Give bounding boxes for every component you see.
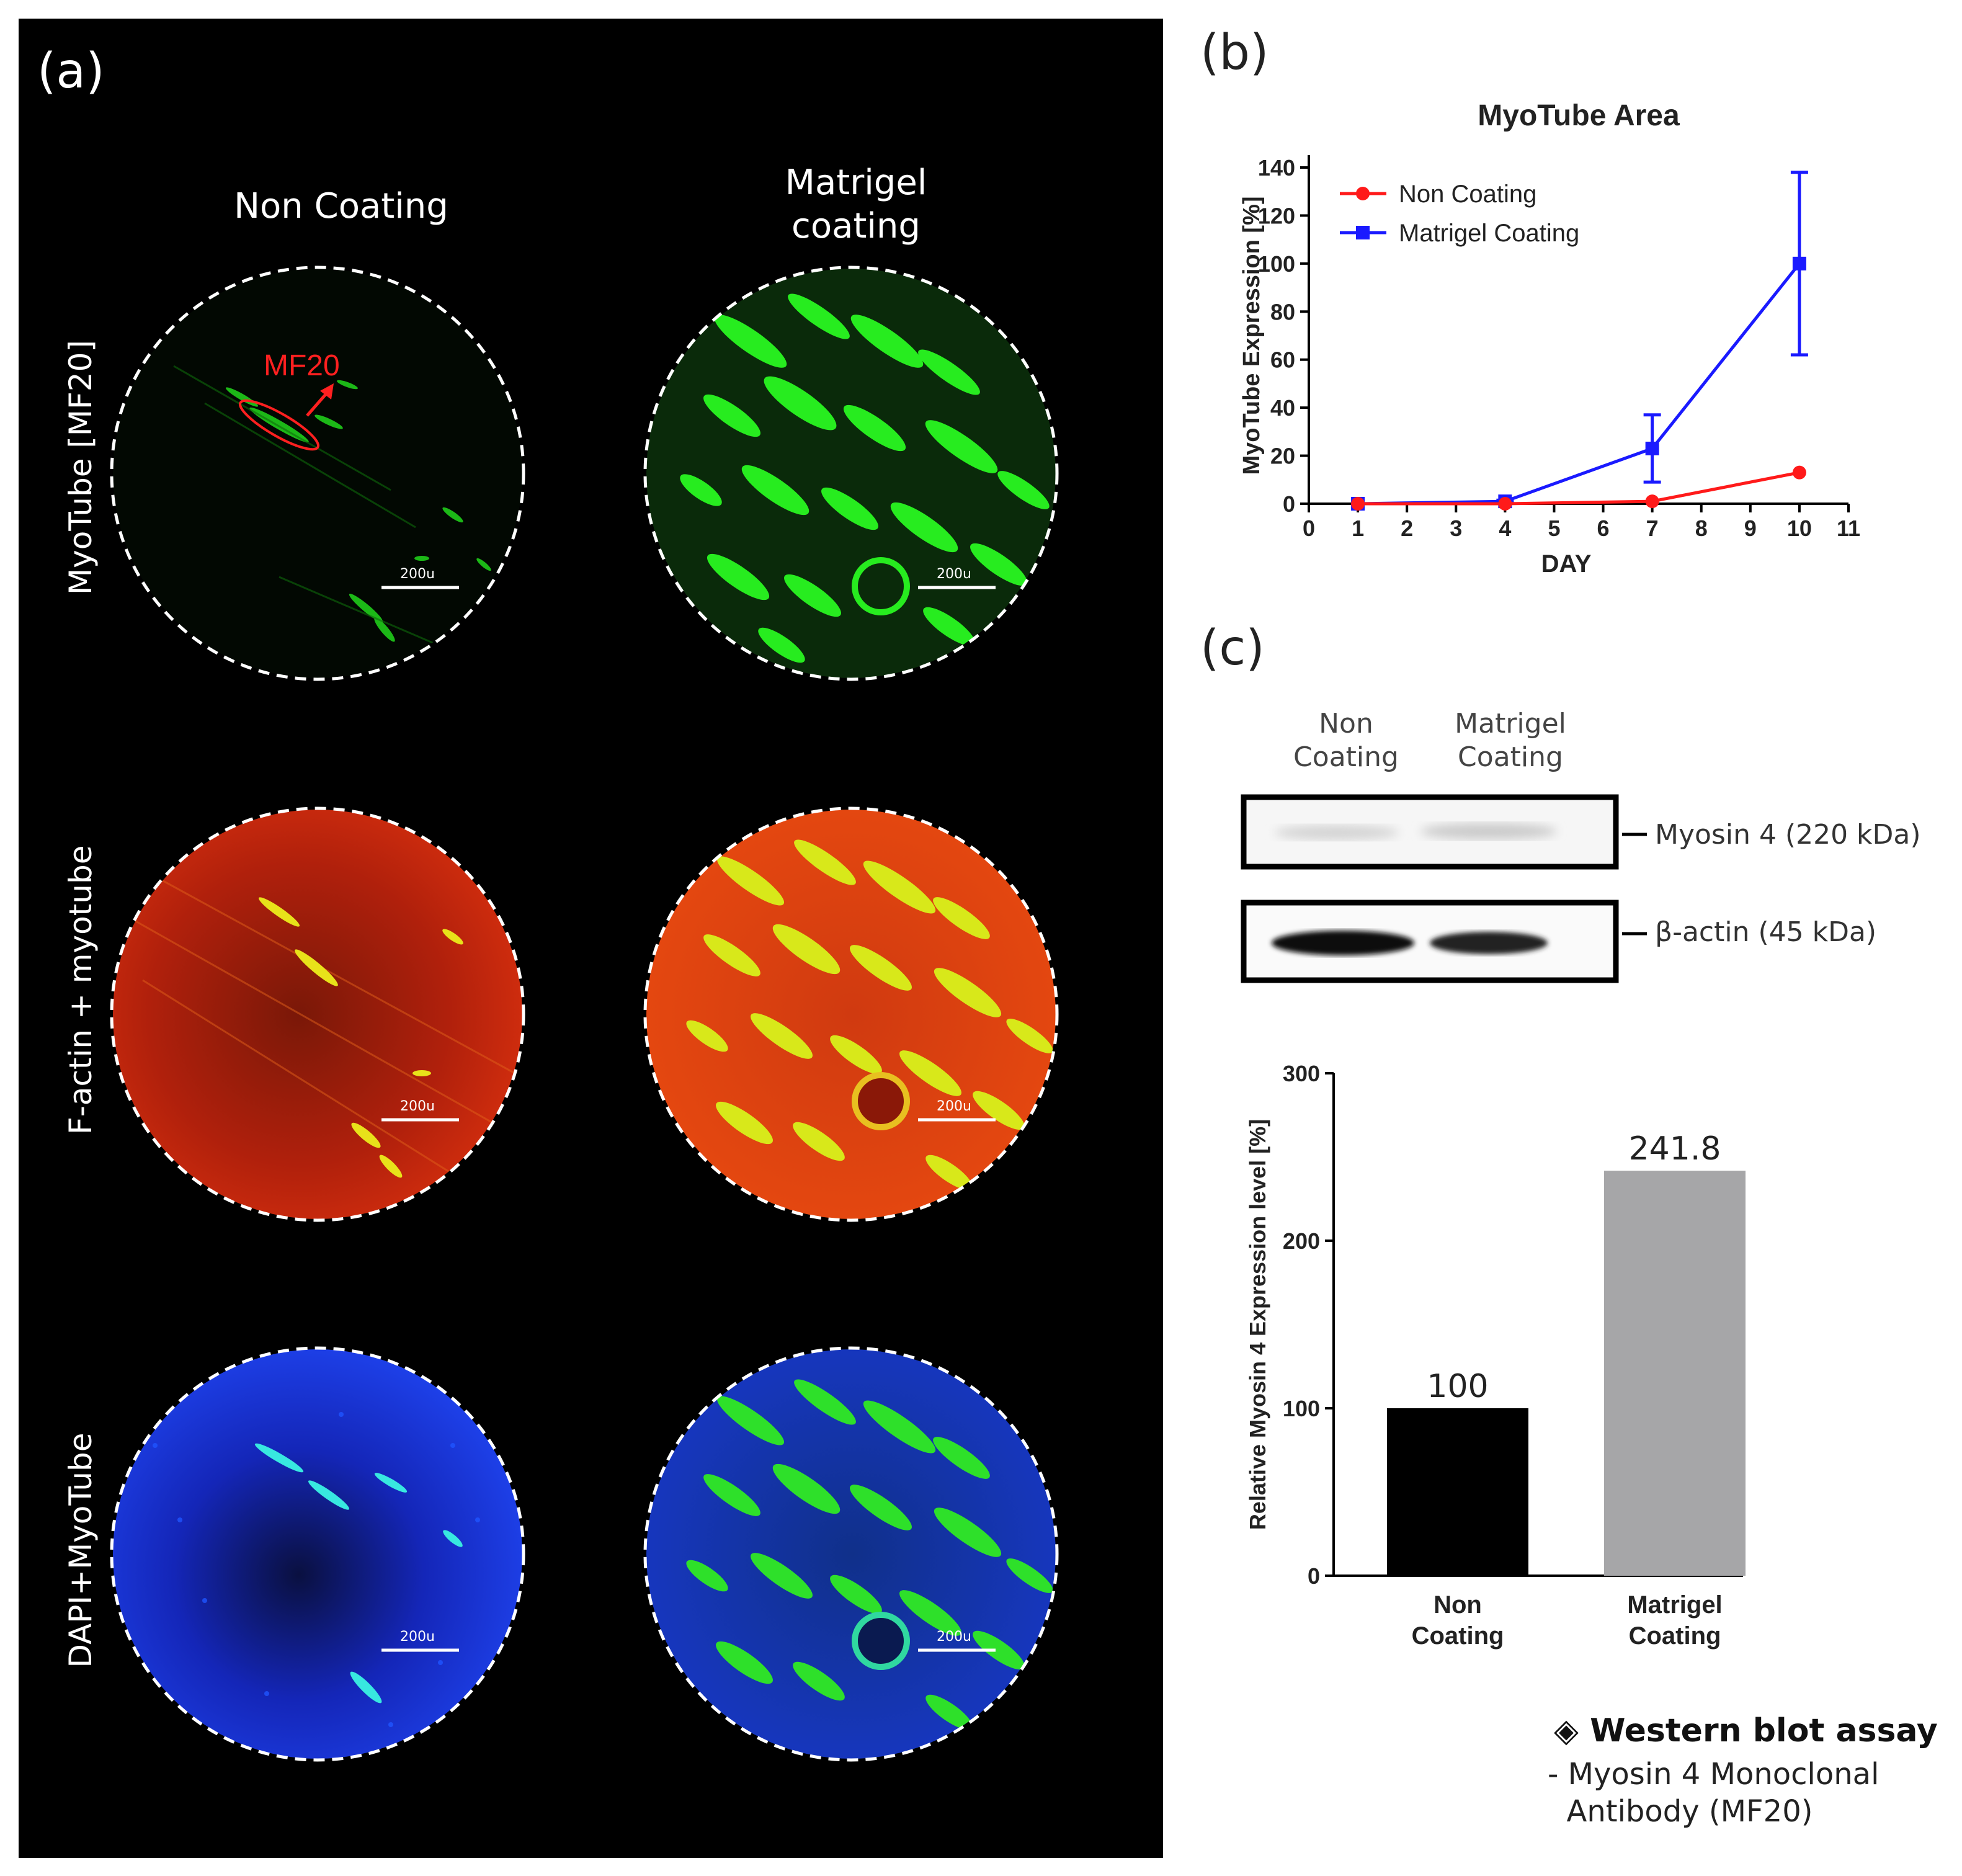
myotube-area-line-chart: MyoTube Area 0 20 40 60 80 100 120 140 0 1 2 3 4 5 6 7 8 9…: [1239, 99, 1860, 578]
column-header-matrigel: Matrigel coating: [785, 163, 927, 246]
micrograph-dapi-matrigel: [646, 1349, 1056, 1759]
micrograph-factin-matrigel: [646, 810, 1056, 1219]
y-axis-label: Relative Myosin 4 Expression level [%]: [1245, 1119, 1270, 1530]
y-axis-label: MyoTube Expression [%]: [1239, 196, 1265, 475]
mf20-label: MF20: [264, 349, 340, 382]
scale-label: 200u: [937, 1099, 971, 1114]
scale-label: 200u: [400, 1629, 435, 1645]
x-tick-label: 0: [1303, 516, 1315, 541]
panel-c-letter: (c): [1200, 620, 1265, 676]
x-tick-label: 11: [1837, 516, 1860, 541]
x-tick-label: 7: [1646, 516, 1659, 541]
column-header-non-coating: Non Coating: [234, 186, 448, 226]
note-title: ◈ Western blot assay: [1554, 1712, 1938, 1749]
data-point: [1645, 494, 1659, 509]
legend-label: Non Coating: [1399, 181, 1536, 208]
x-tick-label: 4: [1499, 516, 1511, 541]
legend-label: Matrigel Coating: [1399, 220, 1579, 247]
scale-label: 200u: [400, 566, 435, 582]
panel-b-letter: (b): [1200, 25, 1269, 81]
x-tick-label: 8: [1695, 516, 1708, 541]
bar-value-label: 241.8: [1629, 1130, 1721, 1168]
bar: [1387, 1408, 1528, 1576]
micrograph-factin-non-coating: [113, 810, 522, 1219]
legend-marker: [1356, 187, 1370, 200]
micrograph-outlines: [110, 266, 1059, 1762]
micrograph-dapi-non-coating: [113, 1349, 522, 1759]
note-line: - Myosin 4 Monoclonal: [1548, 1757, 1880, 1792]
blot-band-label-myosin: Myosin 4 (220 kDa): [1655, 819, 1921, 851]
y-tick-label: 0: [1308, 1563, 1320, 1589]
y-tick-label: 60: [1270, 347, 1295, 373]
x-tick-label: 6: [1597, 516, 1610, 541]
data-point: [1498, 497, 1512, 511]
x-tick-label: 9: [1744, 516, 1757, 541]
legend-marker: [1356, 226, 1370, 239]
y-tick-label: 100: [1258, 251, 1295, 277]
data-point: [1351, 497, 1365, 511]
blot-band-label-actin: β-actin (45 kDa): [1655, 916, 1877, 948]
scale-label: 200u: [400, 1099, 435, 1114]
chart-title: MyoTube Area: [1478, 99, 1680, 132]
bar: [1604, 1171, 1746, 1576]
x-tick-label: 3: [1450, 516, 1462, 541]
micrograph-myotube-non-coating: [113, 269, 522, 678]
bar-value-label: 100: [1427, 1368, 1488, 1405]
western-blot-image: [1241, 794, 1647, 983]
x-tick-label: 5: [1548, 516, 1560, 541]
series-line: [1358, 471, 1800, 506]
x-tick-label: 2: [1401, 516, 1413, 541]
mf20-arrow: [306, 390, 330, 417]
panel-a-letter: (a): [37, 43, 105, 99]
data-point: [1645, 441, 1659, 455]
x-tick-label: Non: [1434, 1591, 1482, 1619]
y-tick-label: 20: [1270, 444, 1295, 469]
scale-label: 200u: [937, 1629, 971, 1645]
micrograph-myotube-matrigel: [646, 269, 1056, 678]
note-line: Antibody (MF20): [1548, 1794, 1813, 1829]
micrograph-grid: MF20: [110, 266, 1059, 1762]
blot-lane-label: Non Coating: [1293, 708, 1399, 773]
y-tick-label: 100: [1283, 1396, 1320, 1421]
y-tick-label: 40: [1270, 395, 1295, 421]
series-line: [1358, 262, 1801, 506]
y-tick-label: 80: [1270, 299, 1295, 324]
y-tick-label: 120: [1258, 203, 1295, 228]
myosin-expression-bar-chart: 0 100 200 300 Relative Myosin 4 Expression l…: [1245, 1061, 1746, 1650]
x-tick-label: Matrigel: [1627, 1591, 1722, 1619]
y-tick-label: 300: [1283, 1061, 1320, 1086]
y-tick-label: 0: [1283, 491, 1295, 517]
x-tick-label: Coating: [1412, 1622, 1504, 1650]
x-tick-label: Coating: [1629, 1622, 1721, 1650]
scale-bars: [381, 586, 996, 1652]
blot-lane-label: Matrigel Coating: [1455, 708, 1566, 773]
y-tick-label: 140: [1258, 155, 1295, 181]
y-tick-label: 200: [1283, 1228, 1320, 1254]
microscopy-panel: (a) Non Coating Matrigel coating MyoTube…: [19, 19, 1163, 1858]
scale-label: 200u: [937, 566, 971, 582]
data-point: [1792, 256, 1806, 270]
data-point: [1792, 465, 1806, 480]
mf20-highlight-ellipse: [239, 399, 319, 451]
x-axis-label: DAY: [1541, 550, 1592, 578]
x-tick-label: 1: [1352, 516, 1364, 541]
x-tick-label: 10: [1787, 516, 1812, 541]
